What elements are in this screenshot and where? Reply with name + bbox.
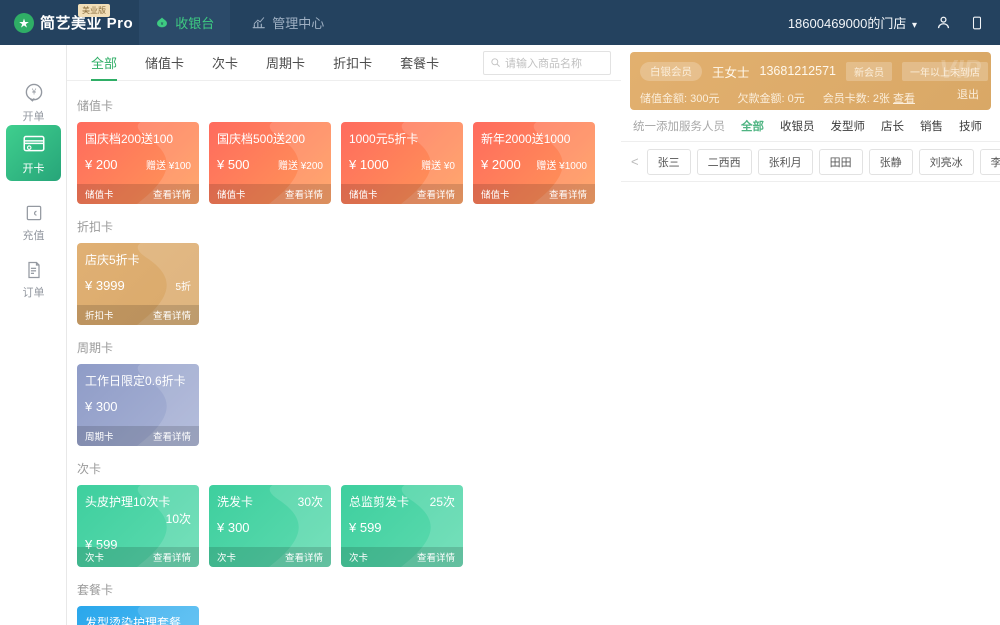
svg-text:¥: ¥ — [161, 21, 164, 26]
svg-text:¥: ¥ — [31, 87, 36, 96]
